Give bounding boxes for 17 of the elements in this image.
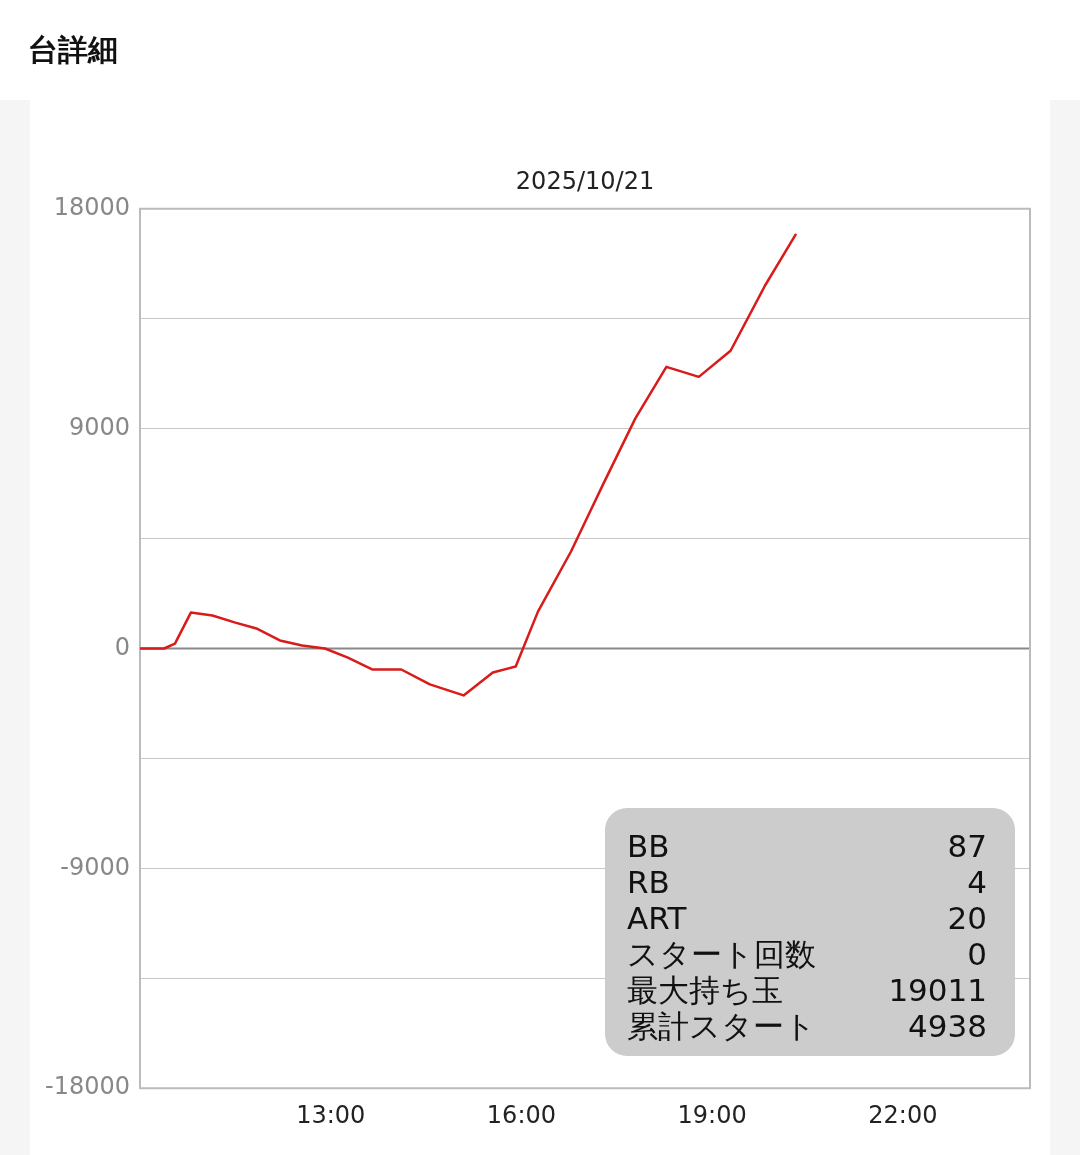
text: RB 4 xyxy=(627,864,987,900)
chart-title: 台詳細 xyxy=(27,31,119,69)
y-tick-label: 0 xyxy=(114,632,130,661)
text: スタート回数 0 xyxy=(627,936,987,972)
text: BB 87 xyxy=(627,828,987,864)
text: 最大持ち玉 19011 xyxy=(627,972,987,1008)
chart-subtitle: 2025/10/21 xyxy=(515,166,655,195)
y-tick-label: -18000 xyxy=(44,1072,130,1101)
x-tick-label: 22:00 xyxy=(868,1100,938,1129)
y-tick-label: -9000 xyxy=(60,852,130,881)
text: 累計スタート 4938 xyxy=(627,1008,987,1044)
x-tick-label: 16:00 xyxy=(486,1100,557,1129)
y-tick-label: 9000 xyxy=(68,412,130,441)
text: ART 20 xyxy=(627,900,987,936)
x-tick-label: 13:00 xyxy=(296,1100,366,1129)
x-tick-label: 19:00 xyxy=(677,1100,747,1129)
y-tick-label: 18000 xyxy=(53,193,130,222)
